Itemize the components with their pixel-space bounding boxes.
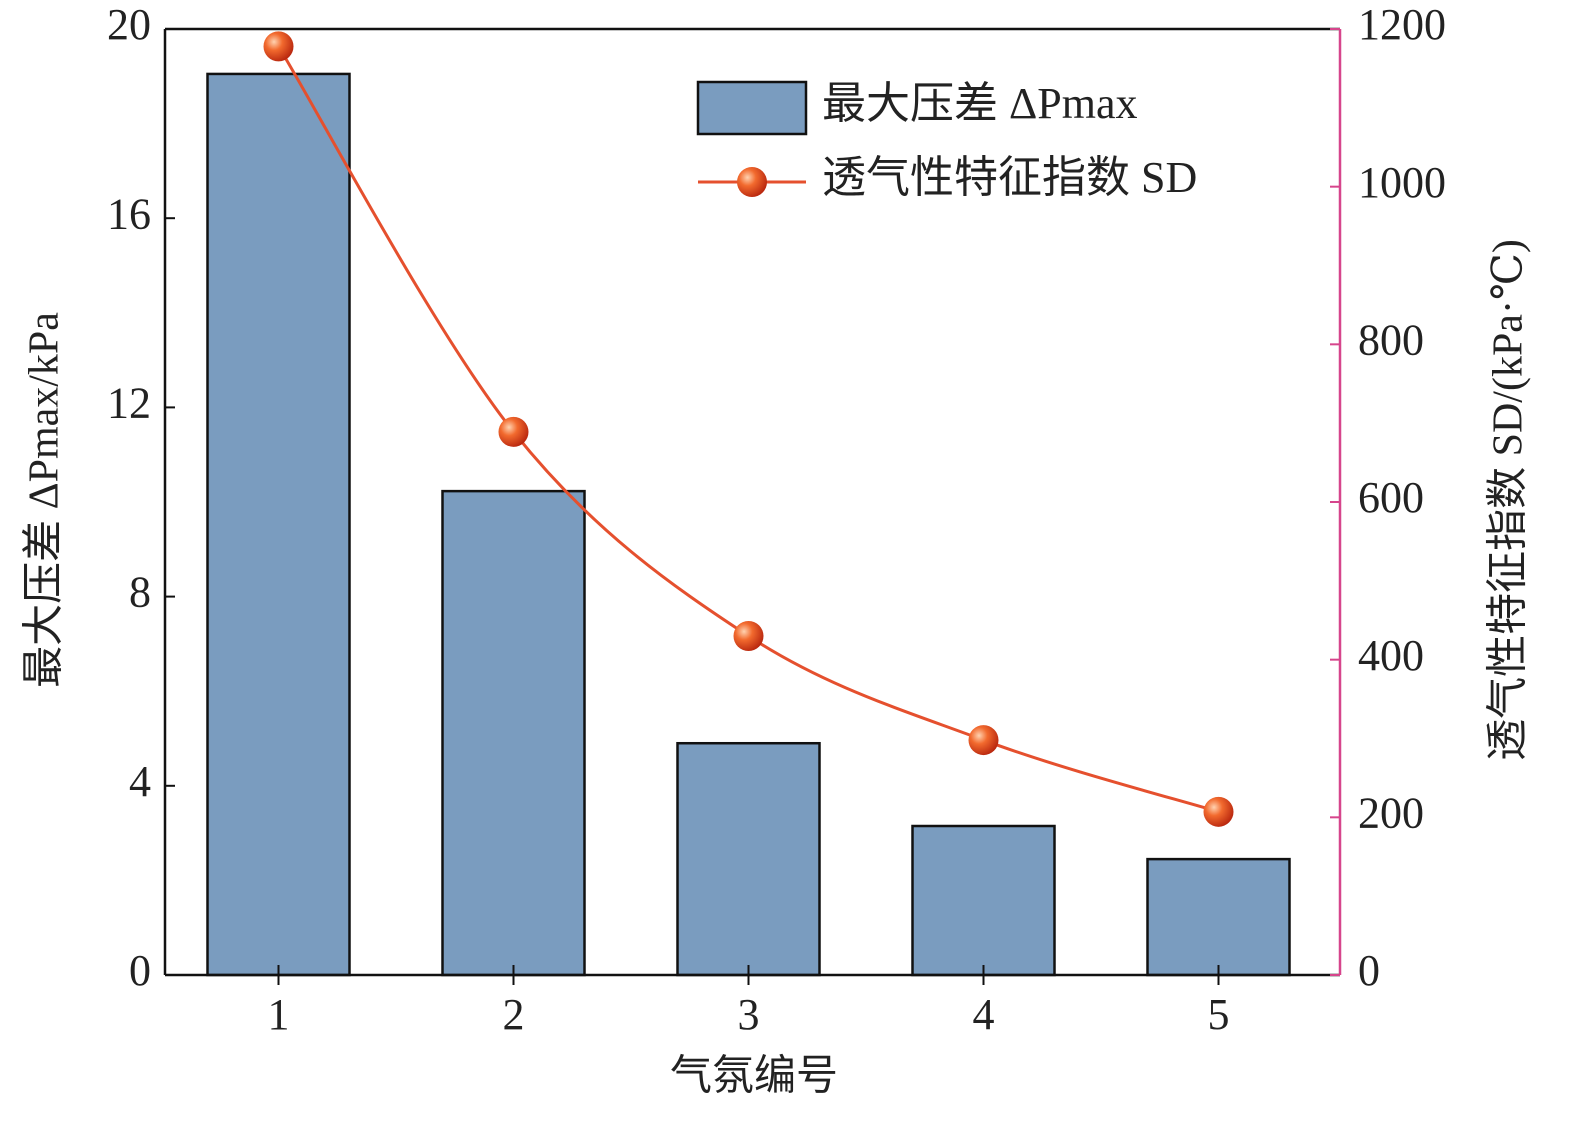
x-tick-label: 4 <box>973 990 995 1039</box>
y2-axis-label: 透气性特征指数 SD/(kPa·℃) <box>1486 239 1532 761</box>
y2-tick-label: 400 <box>1358 631 1424 680</box>
x-tick-label: 2 <box>503 990 525 1039</box>
bar <box>441 489 586 977</box>
y2-tick-label: 600 <box>1358 473 1424 522</box>
legend-label: 透气性特征指数 SD <box>822 153 1197 202</box>
y-axis-label: 最大压差 ΔPmax/kPa <box>22 312 68 688</box>
marker <box>1203 796 1234 827</box>
y-tick-label: 0 <box>129 946 151 995</box>
y-tick-label: 20 <box>107 0 151 49</box>
marker <box>733 621 764 652</box>
marker <box>498 416 529 447</box>
y-tick-label: 16 <box>107 189 151 238</box>
x-tick-label: 1 <box>268 990 290 1039</box>
line <box>277 45 1219 814</box>
x-tick-label: 5 <box>1208 990 1230 1039</box>
y2-tick-label: 800 <box>1358 315 1424 364</box>
y-tick-label: 12 <box>107 378 151 427</box>
x-tick-label: 3 <box>738 990 760 1039</box>
marker <box>263 31 294 62</box>
bar <box>911 824 1056 977</box>
marker <box>968 725 999 756</box>
x-axis-label: 气氛编号 <box>670 1054 838 1100</box>
y2-tick-label: 0 <box>1358 946 1380 995</box>
y2-tick-label: 1000 <box>1358 158 1446 207</box>
y2-tick-label: 1200 <box>1358 0 1446 49</box>
bar <box>676 741 821 977</box>
bar <box>206 72 351 977</box>
y2-tick-label: 200 <box>1358 788 1424 837</box>
legend-swatch <box>696 80 808 136</box>
y-tick-label: 4 <box>129 757 151 806</box>
legend-label: 最大压差 ΔPmax <box>822 79 1138 128</box>
legend-swatch <box>737 167 767 197</box>
bar <box>1146 857 1291 977</box>
y-tick-label: 8 <box>129 568 151 617</box>
